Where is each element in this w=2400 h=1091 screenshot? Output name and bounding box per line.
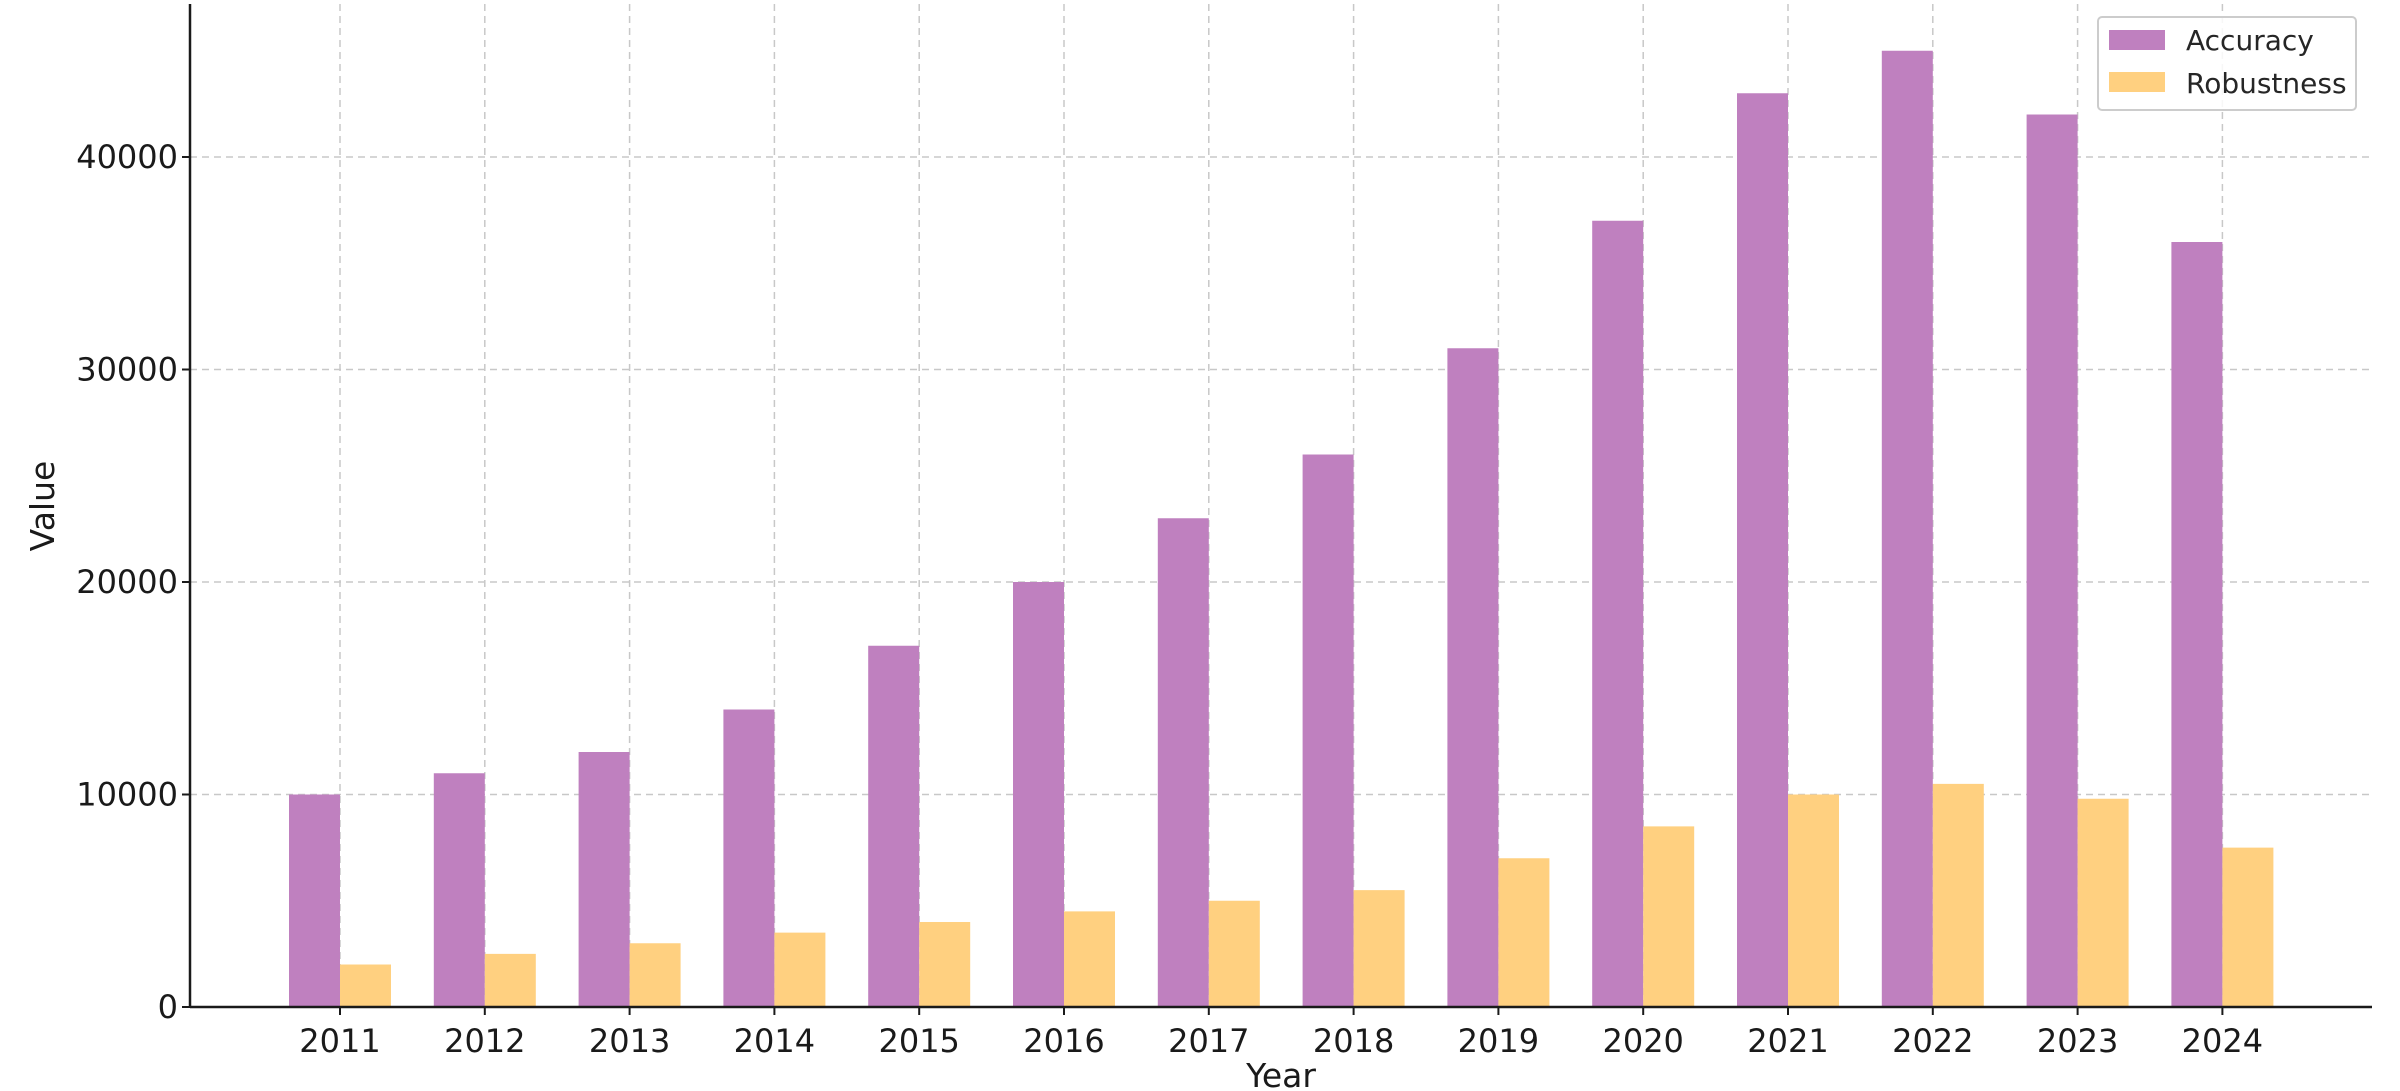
x-tick-label: 2022 [1892,1022,1973,1060]
legend-label-robustness: Robustness [2186,67,2347,100]
bar-robustness-2022 [1932,783,1984,1007]
y-tick-label: 20000 [76,563,178,601]
bar-robustness-2015 [919,922,971,1007]
x-tick-label: 2024 [2182,1022,2263,1060]
bars [289,50,2274,1007]
y-tick-label: 10000 [76,776,178,814]
bar-accuracy-2022 [1881,50,1933,1007]
bar-robustness-2020 [1643,826,1695,1007]
x-tick-label: 2020 [1602,1022,1683,1060]
x-tick-label: 2016 [1023,1022,1104,1060]
bar-robustness-2014 [774,932,826,1007]
x-tick-label: 2017 [1168,1022,1249,1060]
legend: Accuracy Robustness [2097,16,2357,111]
x-tick-label: 2021 [1747,1022,1828,1060]
x-tick-label: 2015 [878,1022,959,1060]
bar-robustness-2011 [340,964,391,1007]
bar-accuracy-2017 [1157,518,1209,1007]
bar-accuracy-2018 [1302,454,1354,1007]
bar-accuracy-2019 [1447,348,1499,1007]
bar-accuracy-2014 [723,709,775,1007]
x-tick-label: 2013 [589,1022,670,1060]
bar-robustness-2023 [2077,798,2129,1007]
bar-accuracy-2012 [433,773,485,1007]
y-tick-label: 0 [158,988,178,1026]
bar-accuracy-2021 [1737,93,1788,1007]
legend-label-accuracy: Accuracy [2186,24,2314,57]
y-axis-title: Value [23,461,62,552]
x-tick-label: 2023 [2037,1022,2118,1060]
bar-accuracy-2011 [289,794,340,1007]
bar-robustness-2012 [484,953,536,1007]
legend-swatch-robustness [2109,72,2165,92]
bar-robustness-2016 [1064,911,1115,1007]
axes [188,4,2372,1009]
legend-swatch-accuracy [2109,30,2165,50]
x-tick-label: 2018 [1313,1022,1394,1060]
bar-accuracy-2020 [1592,220,1644,1007]
tick-labels: 0 10000 20000 30000 40000 2011 2012 2013 2014 201… [76,138,2263,1060]
y-tick-label: 40000 [76,138,178,176]
grid-lines [190,4,2372,1007]
bar-robustness-2021 [1788,794,1839,1007]
bar-robustness-2013 [629,943,681,1007]
bar-accuracy-2015 [868,645,920,1007]
x-tick-label: 2012 [444,1022,525,1060]
bar-robustness-2017 [1208,900,1260,1007]
bar-accuracy-2023 [2026,114,2078,1007]
bar-accuracy-2013 [578,752,630,1007]
x-tick-label: 2019 [1458,1022,1539,1060]
bar-robustness-2019 [1498,858,1550,1007]
x-tick-label: 2014 [734,1022,815,1060]
bar-robustness-2018 [1353,890,1405,1007]
y-tick-label: 30000 [76,351,178,389]
bar-accuracy-2024 [2171,242,2223,1007]
bar-accuracy-2016 [1013,582,1064,1007]
x-tick-label: 2011 [299,1022,380,1060]
bar-robustness-2024 [2222,847,2274,1007]
x-axis-title: Year [1245,1056,1316,1091]
